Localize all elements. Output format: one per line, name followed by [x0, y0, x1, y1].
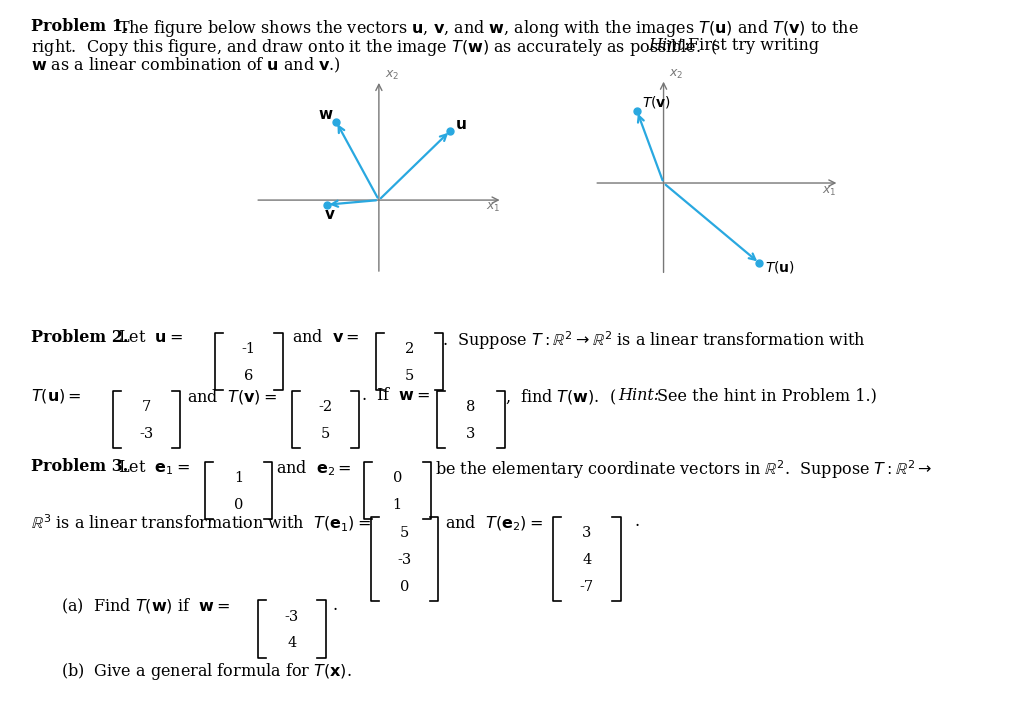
Text: and  $T(\mathbf{e}_2) = $: and $T(\mathbf{e}_2) = $ [445, 513, 544, 532]
Text: ,  find $T(\mathbf{w})$.  (: , find $T(\mathbf{w})$. ( [505, 387, 616, 406]
Text: $x_2$: $x_2$ [669, 68, 683, 81]
Text: $T(\mathbf{v})$: $T(\mathbf{v})$ [642, 94, 672, 110]
Text: $\mathbf{u}$: $\mathbf{u}$ [455, 118, 467, 132]
Text: .: . [635, 513, 640, 530]
Text: .  Suppose $T : \mathbb{R}^2 \to \mathbb{R}^2$ is a linear transformation with: . Suppose $T : \mathbb{R}^2 \to \mathbb{… [442, 329, 866, 352]
Text: -3: -3 [139, 427, 154, 441]
Text: Hint:: Hint: [648, 37, 689, 54]
Text: 1: 1 [234, 471, 243, 485]
Text: The figure below shows the vectors $\mathbf{u}$, $\mathbf{v}$, and $\mathbf{w}$,: The figure below shows the vectors $\mat… [118, 18, 858, 39]
Text: 2: 2 [404, 342, 415, 356]
Text: 8: 8 [466, 400, 476, 414]
Text: 0: 0 [399, 580, 410, 594]
Text: $\mathbf{w}$ as a linear combination of $\mathbf{u}$ and $\mathbf{v}$.): $\mathbf{w}$ as a linear combination of … [31, 56, 341, 75]
Text: Let  $\mathbf{u} = $: Let $\mathbf{u} = $ [118, 329, 182, 346]
Text: $\mathbf{w}$: $\mathbf{w}$ [318, 108, 334, 122]
Text: 4: 4 [287, 636, 297, 651]
Text: .: . [333, 597, 338, 614]
Text: $x_1$: $x_1$ [822, 185, 837, 198]
Text: See the hint in Problem 1.): See the hint in Problem 1.) [657, 387, 878, 404]
Text: .  If  $\mathbf{w} = $: . If $\mathbf{w} = $ [361, 387, 431, 404]
Text: -7: -7 [580, 580, 594, 594]
Text: 3: 3 [582, 526, 592, 540]
Text: -1: -1 [242, 342, 256, 356]
Text: -3: -3 [285, 610, 299, 624]
Text: right.  Copy this figure, and draw onto it the image $T(\mathbf{w})$ as accurate: right. Copy this figure, and draw onto i… [31, 37, 718, 58]
Text: $x_2$: $x_2$ [385, 69, 399, 82]
Text: 0: 0 [233, 498, 244, 512]
Text: 3: 3 [466, 427, 476, 441]
Text: First try writing: First try writing [688, 37, 819, 54]
Text: 1: 1 [393, 498, 401, 512]
Text: and  $\mathbf{e}_2 = $: and $\mathbf{e}_2 = $ [276, 458, 352, 478]
Text: 7: 7 [141, 400, 152, 414]
Text: 5: 5 [404, 369, 415, 383]
Text: Let  $\mathbf{e}_1 = $: Let $\mathbf{e}_1 = $ [118, 458, 189, 476]
Text: Problem 1.: Problem 1. [31, 18, 128, 35]
Text: Hint:: Hint: [618, 387, 659, 404]
Text: Problem 3.: Problem 3. [31, 458, 128, 475]
Text: 6: 6 [244, 369, 254, 383]
Text: 5: 5 [399, 526, 410, 540]
Text: Problem 2.: Problem 2. [31, 329, 128, 346]
Text: 5: 5 [321, 427, 331, 441]
Text: and  $T(\mathbf{v}) = $: and $T(\mathbf{v}) = $ [187, 387, 278, 406]
Text: $x_1$: $x_1$ [485, 201, 500, 215]
Text: 4: 4 [582, 553, 592, 567]
Text: -2: -2 [318, 400, 333, 414]
Text: $\mathbb{R}^3$ is a linear transformation with  $T(\mathbf{e}_1) = $: $\mathbb{R}^3$ is a linear transformatio… [31, 513, 371, 535]
Text: and  $\mathbf{v} = $: and $\mathbf{v} = $ [292, 329, 359, 346]
Text: $\mathbf{v}$: $\mathbf{v}$ [325, 208, 336, 222]
Text: -3: -3 [397, 553, 412, 567]
Text: $T(\mathbf{u}) = $: $T(\mathbf{u}) = $ [31, 387, 81, 405]
Text: 0: 0 [392, 471, 402, 485]
Text: be the elementary coordinate vectors in $\mathbb{R}^2$.  Suppose $T : \mathbb{R}: be the elementary coordinate vectors in … [435, 458, 933, 481]
Text: $T(\mathbf{u})$: $T(\mathbf{u})$ [765, 258, 795, 275]
Text: (a)  Find $T(\mathbf{w})$ if  $\mathbf{w} = $: (a) Find $T(\mathbf{w})$ if $\mathbf{w} … [61, 597, 230, 616]
Text: (b)  Give a general formula for $T(\mathbf{x})$.: (b) Give a general formula for $T(\mathb… [61, 661, 352, 682]
